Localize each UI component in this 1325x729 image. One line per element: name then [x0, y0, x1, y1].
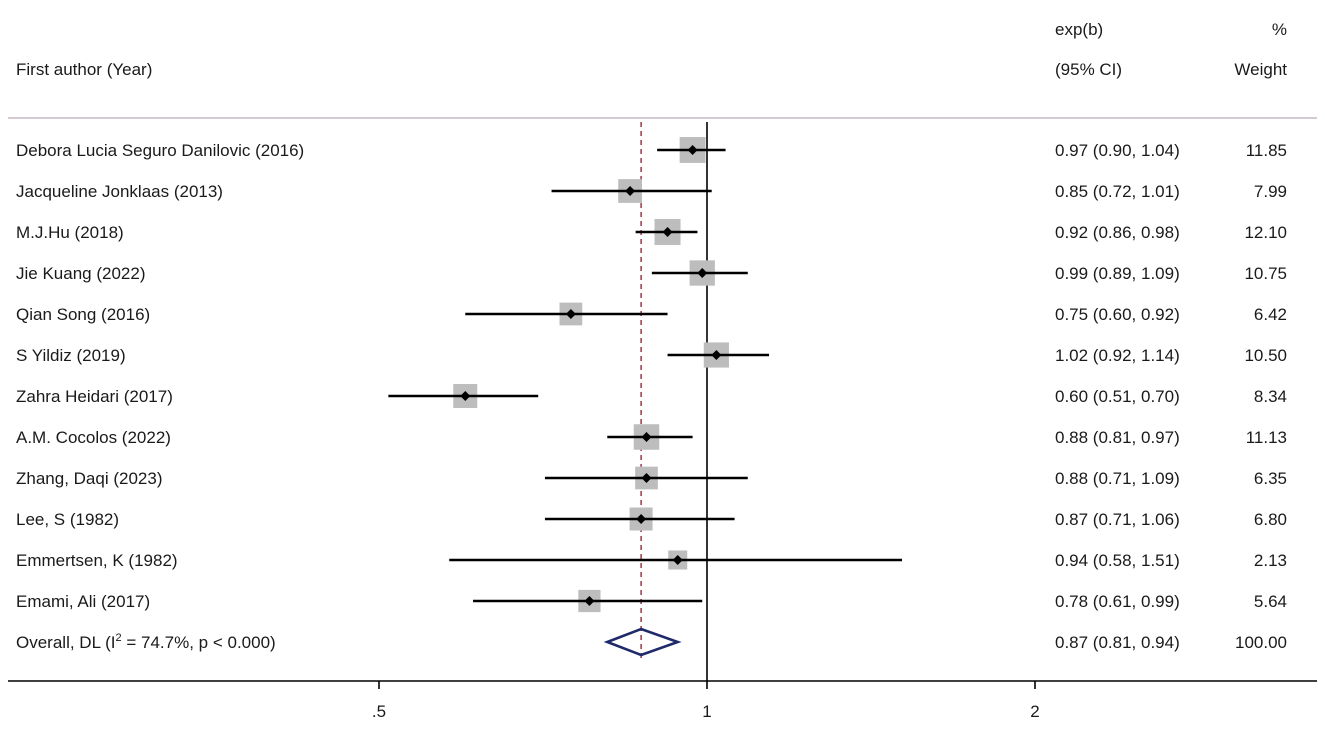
overall-diamond: [603, 627, 682, 657]
study-label: Qian Song (2016): [16, 305, 150, 324]
study-row: Jie Kuang (2022) 0.99 (0.89, 1.09) 10.75: [16, 260, 1287, 286]
x-tick-label: 1: [702, 702, 711, 721]
study-row: Lee, S (1982) 0.87 (0.71, 1.06) 6.80: [16, 507, 1287, 531]
study-row: Jacqueline Jonklaas (2013) 0.85 (0.72, 1.…: [16, 179, 1287, 203]
point-estimate: [625, 186, 636, 196]
study-row: M.J.Hu (2018) 0.92 (0.86, 0.98) 12.10: [16, 219, 1287, 245]
study-ci-text: 0.87 (0.71, 1.06): [1055, 510, 1180, 529]
study-ci-text: 0.88 (0.71, 1.09): [1055, 469, 1180, 488]
header-effect-line2: (95% CI): [1055, 60, 1122, 79]
study-row: Emmertsen, K (1982) 0.94 (0.58, 1.51) 2.13: [16, 550, 1287, 570]
point-estimate: [565, 309, 576, 319]
point-estimate: [711, 350, 722, 360]
header-weight-line1: %: [1272, 20, 1287, 39]
study-weight: 5.64: [1254, 592, 1287, 611]
study-ci-text: 0.99 (0.89, 1.09): [1055, 264, 1180, 283]
study-label: Zahra Heidari (2017): [16, 387, 173, 406]
study-weight: 10.75: [1244, 264, 1287, 283]
point-estimate: [672, 555, 683, 565]
point-estimate: [697, 268, 708, 278]
study-label: Debora Lucia Seguro Danilovic (2016): [16, 141, 304, 160]
point-estimate: [636, 514, 647, 524]
study-weight: 6.80: [1254, 510, 1287, 529]
header-author: First author (Year): [16, 60, 152, 79]
x-tick-label: 2: [1030, 702, 1039, 721]
overall-label: Overall, DL (I2 = 74.7%, p < 0.000): [16, 632, 276, 652]
overall-ci-text: 0.87 (0.81, 0.94): [1055, 633, 1180, 652]
study-ci-text: 0.97 (0.90, 1.04): [1055, 141, 1180, 160]
study-label: Jie Kuang (2022): [16, 264, 145, 283]
point-estimate: [662, 227, 673, 237]
study-row: Zhang, Daqi (2023) 0.88 (0.71, 1.09) 6.35: [16, 466, 1287, 490]
study-ci-text: 0.88 (0.81, 0.97): [1055, 428, 1180, 447]
study-label: Emami, Ali (2017): [16, 592, 150, 611]
header-row: First author (Year) exp(b) (95% CI) % We…: [16, 20, 1287, 79]
study-weight: 11.13: [1246, 428, 1287, 447]
study-ci-text: 0.60 (0.51, 0.70): [1055, 387, 1180, 406]
study-weight: 6.35: [1254, 469, 1287, 488]
study-row: A.M. Cocolos (2022) 0.88 (0.81, 0.97) 11.1…: [16, 424, 1287, 450]
study-row: Debora Lucia Seguro Danilovic (2016) 0.97…: [16, 137, 1287, 163]
study-ci-text: 0.75 (0.60, 0.92): [1055, 305, 1180, 324]
x-axis: .5 1 2: [8, 680, 1317, 721]
plot-area: [640, 122, 708, 681]
point-estimate: [584, 596, 595, 606]
study-weight: 12.10: [1244, 223, 1287, 242]
study-rows: Debora Lucia Seguro Danilovic (2016) 0.97…: [16, 137, 1287, 657]
study-ci-text: 0.94 (0.58, 1.51): [1055, 551, 1180, 570]
study-weight: 6.42: [1254, 305, 1287, 324]
point-estimate: [641, 432, 652, 442]
study-ci-text: 0.78 (0.61, 0.99): [1055, 592, 1180, 611]
header-weight-line2: Weight: [1234, 60, 1287, 79]
point-estimate: [641, 473, 652, 483]
study-label: Lee, S (1982): [16, 510, 119, 529]
study-label: Emmertsen, K (1982): [16, 551, 178, 570]
study-label: Jacqueline Jonklaas (2013): [16, 182, 223, 201]
study-weight: 8.34: [1254, 387, 1287, 406]
study-label: A.M. Cocolos (2022): [16, 428, 171, 447]
study-ci-text: 1.02 (0.92, 1.14): [1055, 346, 1180, 365]
x-tick-label: .5: [372, 702, 386, 721]
study-weight: 7.99: [1254, 182, 1287, 201]
overall-weight: 100.00: [1235, 633, 1287, 652]
header-effect-line1: exp(b): [1055, 20, 1103, 39]
study-weight: 11.85: [1246, 141, 1287, 160]
overall-row: Overall, DL (I2 = 74.7%, p < 0.000) 0.87 …: [16, 627, 1287, 657]
study-ci-text: 0.85 (0.72, 1.01): [1055, 182, 1180, 201]
point-estimate: [687, 145, 698, 155]
study-row: Qian Song (2016) 0.75 (0.60, 0.92) 6.42: [16, 302, 1287, 326]
study-ci-text: 0.92 (0.86, 0.98): [1055, 223, 1180, 242]
study-weight: 2.13: [1254, 551, 1287, 570]
point-estimate: [460, 391, 471, 401]
study-row: Emami, Ali (2017) 0.78 (0.61, 0.99) 5.64: [16, 589, 1287, 613]
study-row: S Yildiz (2019) 1.02 (0.92, 1.14) 10.50: [16, 342, 1287, 368]
study-weight: 10.50: [1244, 346, 1287, 365]
study-row: Zahra Heidari (2017) 0.60 (0.51, 0.70) 8.3…: [16, 384, 1287, 408]
study-label: Zhang, Daqi (2023): [16, 469, 162, 488]
study-label: S Yildiz (2019): [16, 346, 126, 365]
study-label: M.J.Hu (2018): [16, 223, 124, 242]
